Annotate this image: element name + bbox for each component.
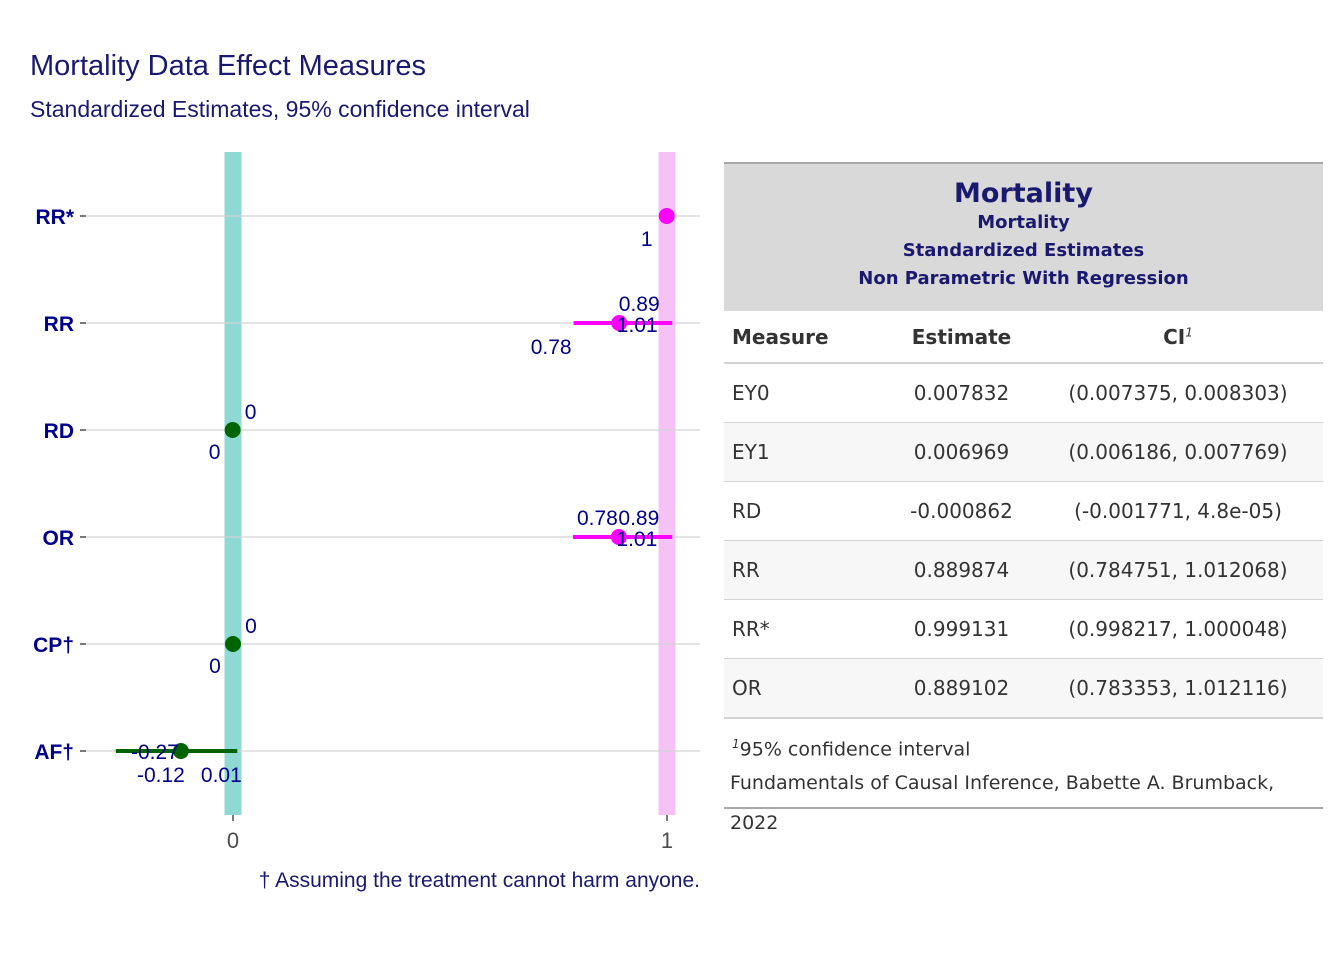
x-tick-label: 0 (227, 828, 239, 853)
table-row: OR 0.889102 (0.783353, 1.012116) (724, 659, 1323, 719)
estimate-point (658, 208, 675, 224)
page-title: Mortality Data Effect Measures (30, 50, 426, 82)
x-tick-label: 1 (661, 828, 673, 853)
lower-label: -0.12 (137, 764, 185, 787)
grid-lines (86, 215, 700, 752)
cell-measure: RR* (732, 617, 770, 641)
page-subtitle: Standardized Estimates, 95% confidence i… (30, 96, 530, 122)
reference-bands (224, 152, 676, 815)
cell-estimate: 0.889874 (913, 558, 1010, 582)
footnote-mark: 1 (732, 737, 740, 751)
col-measure: Measure (732, 324, 829, 349)
cell-ci: (0.006186, 0.007769) (1068, 440, 1288, 464)
cell-estimate: 0.889102 (913, 676, 1010, 700)
cell-ci: (0.784751, 1.012068) (1068, 558, 1288, 582)
table-title: Mortality (954, 178, 1093, 209)
lower-label: 0.78 (531, 336, 572, 359)
table-row: EY1 0.006969 (0.006186, 0.007769) (724, 423, 1323, 482)
cell-ci: (0.998217, 1.000048) (1068, 617, 1288, 641)
upper-label: 1.01 (616, 528, 657, 551)
estimate-point (224, 422, 241, 438)
upper-label: 1.01 (617, 314, 658, 337)
cell-ci: (0.007375, 0.008303) (1068, 381, 1288, 405)
table-footnote: 195% confidence interval (724, 719, 1323, 763)
table-body: EY0 0.007832 (0.007375, 0.008303) EY1 0.0069… (724, 364, 1323, 719)
upper-label: 0.01 (201, 764, 242, 787)
cell-estimate: -0.000862 (910, 499, 1013, 523)
y-tick-label: RR (44, 313, 74, 336)
estimate-point (610, 529, 627, 545)
table-source-note: Fundamentals of Causal Inference, Babett… (730, 772, 1275, 834)
axes: RR* RR RD OR CP† AF† 0 1 (33, 206, 673, 853)
col-estimate: Estimate (911, 324, 1012, 349)
cell-ci: (0.783353, 1.012116) (1068, 676, 1288, 700)
estimate-point (611, 315, 628, 331)
results-table: Mortality Mortality Standardized Estimat… (724, 162, 1323, 834)
ci-footnote-mark: 1 (1185, 324, 1193, 339)
table-row: RR 0.889874 (0.784751, 1.012068) (724, 541, 1323, 600)
estimate-label: -0.27 (131, 741, 179, 764)
cell-estimate: 0.007832 (913, 381, 1010, 405)
cell-measure: RD (732, 499, 762, 523)
cell-ci: (-0.001771, 4.8e-05) (1074, 499, 1282, 523)
lower-label: 0 (209, 441, 221, 464)
y-tick-label: AF† (34, 741, 74, 764)
col-ci: CI1 (1033, 325, 1323, 349)
footnote-text: 95% confidence interval (739, 738, 971, 761)
table-subtitle-3: Non Parametric With Regression (858, 268, 1189, 289)
y-tick-label: CP† (33, 634, 74, 657)
estimate-label: 0 (245, 401, 257, 424)
y-tick-label: OR (43, 527, 75, 550)
cell-measure: EY0 (732, 381, 770, 405)
chart-marks (115, 208, 675, 759)
estimate-label: 0.89 (618, 507, 659, 530)
cell-measure: RR (732, 558, 760, 582)
estimate-label: 1 (641, 228, 653, 251)
table-subtitle-2: Standardized Estimates (902, 240, 1145, 261)
col-ci-label: CI (1163, 324, 1186, 349)
lower-label: 0 (209, 655, 221, 678)
estimate-point (172, 743, 189, 759)
table-row: RD -0.000862 (-0.001771, 4.8e-05) (724, 482, 1323, 541)
lower-label-inline: 0.78 (577, 507, 618, 530)
cell-measure: OR (732, 676, 762, 700)
estimate-label: 0.89 (619, 293, 660, 316)
table-header: Mortality Mortality Standardized Estimat… (724, 164, 1323, 311)
y-tick-label: RR* (35, 206, 74, 229)
chart-caption: † Assuming the treatment cannot harm any… (259, 869, 700, 892)
estimate-label: 0 (245, 615, 257, 638)
table-subtitle-1: Mortality (977, 212, 1070, 233)
cell-estimate: 0.006969 (913, 440, 1010, 464)
estimate-point (225, 636, 241, 652)
y-tick-label: RD (44, 420, 74, 443)
table-row: RR* 0.999131 (0.998217, 1.000048) (724, 600, 1323, 659)
table-column-headers: Measure Estimate CI1 (724, 311, 1323, 364)
table-row: EY0 0.007832 (0.007375, 0.008303) (724, 364, 1323, 423)
cell-measure: EY1 (732, 440, 770, 464)
cell-estimate: 0.999131 (913, 617, 1010, 641)
